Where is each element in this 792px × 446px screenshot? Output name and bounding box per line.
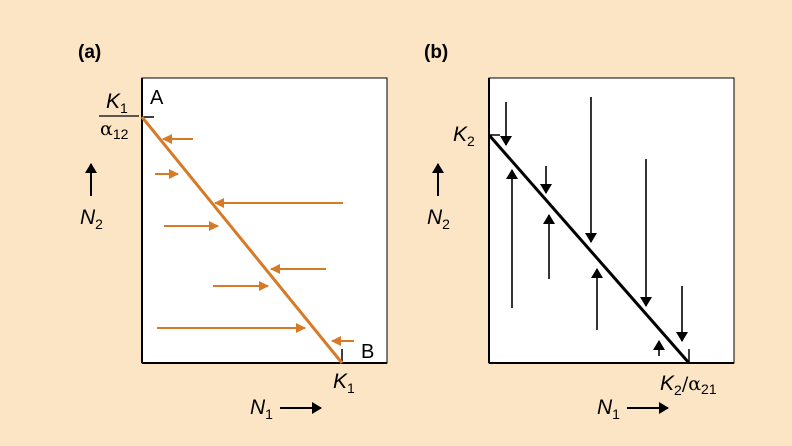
point-b-label: B	[361, 341, 374, 363]
panel-b-y-axis-label: N2	[427, 206, 450, 232]
panel-b-y-intercept-label: K2	[453, 123, 475, 149]
panel-b-plot-area	[488, 77, 735, 364]
panel-a: (a) K1 α12 A B K1	[78, 42, 388, 422]
panel-a-trajectory-arrows	[155, 134, 354, 346]
species-1-isocline	[140, 116, 344, 364]
panel-b-trajectory-arrows	[500, 97, 688, 356]
panel-b-label: (b)	[424, 42, 448, 63]
panel-b-x-axis-label: N1	[597, 396, 620, 422]
svg-text:K1: K1	[106, 90, 128, 116]
panel-a-y-axis-label: N2	[80, 206, 103, 232]
panel-a-y-intercept-label: K1 α12	[99, 90, 139, 142]
panel-b: (b) K2 K2/α21 N2 N1	[424, 42, 735, 422]
point-a-label: A	[150, 87, 164, 109]
panel-b-x-intercept-label: K2/α21	[660, 372, 717, 398]
panel-a-x-intercept-label: K1	[333, 370, 355, 396]
svg-text:α12: α12	[100, 118, 129, 142]
panel-a-label: (a)	[78, 42, 101, 63]
species-2-isocline	[487, 134, 691, 364]
panel-a-x-axis-label: N1	[250, 396, 273, 422]
panel-a-plot-area	[141, 77, 388, 364]
